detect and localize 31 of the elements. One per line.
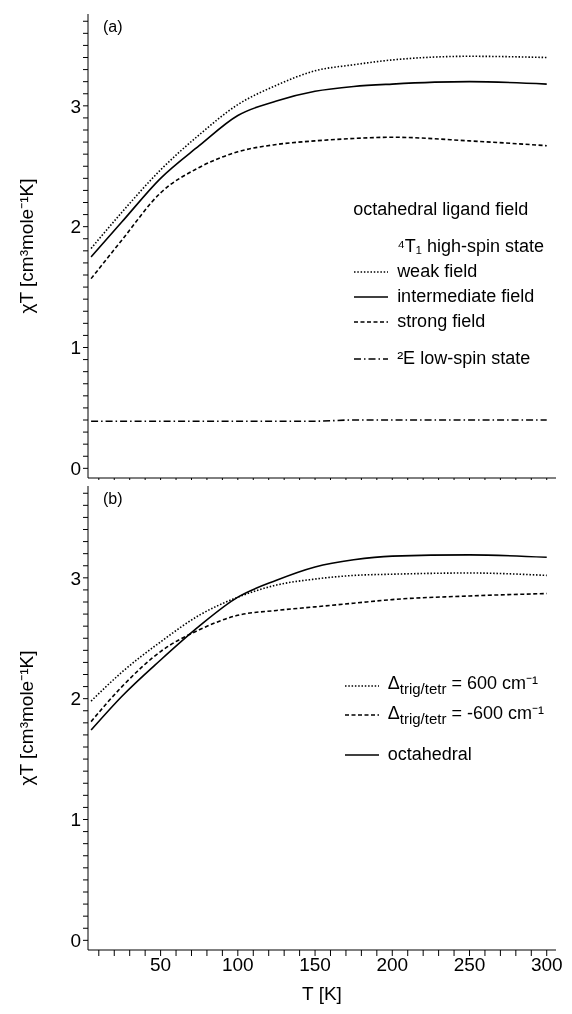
legend-label: octahedral <box>387 743 472 767</box>
x-tick-label: 50 <box>150 954 172 976</box>
legend-label: weak field <box>397 260 478 283</box>
annotation: (a) <box>103 18 123 36</box>
line-series <box>90 136 548 280</box>
annotation: (b) <box>103 490 123 508</box>
legend-label: intermediate field <box>397 285 535 308</box>
x-tick-label: 150 <box>299 954 331 976</box>
y-axis-title: χT [cm³mole⁻¹K] <box>15 178 37 314</box>
y-tick-label: 0 <box>70 930 81 952</box>
legend-title: octahedral ligand field <box>353 198 530 221</box>
x-tick-label: 200 <box>376 954 409 976</box>
legend-label: Δ$_{trig/tetr}$ = -600 cm⁻¹ <box>387 701 544 729</box>
x-tick-label: 250 <box>453 954 486 976</box>
y-tick-label: 2 <box>70 216 81 238</box>
x-tick-label: 100 <box>221 954 254 976</box>
legend-label: strong field <box>397 310 486 333</box>
legend-label: ²E low-spin state <box>397 347 531 370</box>
y-tick-label: 1 <box>70 337 81 359</box>
x-axis-title: T [K] <box>302 983 342 1004</box>
y-tick-label: 2 <box>70 688 81 710</box>
y-tick-label: 3 <box>70 95 81 117</box>
legend-label: Δ$_{trig/tetr}$ = 600 cm⁻¹ <box>387 672 539 699</box>
y-tick-label: 0 <box>70 458 81 480</box>
line-series <box>90 554 548 731</box>
y-tick-label: 1 <box>70 809 81 831</box>
y-axis-title: χT [cm³mole⁻¹K] <box>15 650 37 786</box>
annotation: ⁴T₁ high-spin state <box>396 235 544 258</box>
line-series <box>90 80 548 258</box>
y-tick-label: 3 <box>70 567 81 589</box>
x-tick-label: 300 <box>530 954 563 976</box>
